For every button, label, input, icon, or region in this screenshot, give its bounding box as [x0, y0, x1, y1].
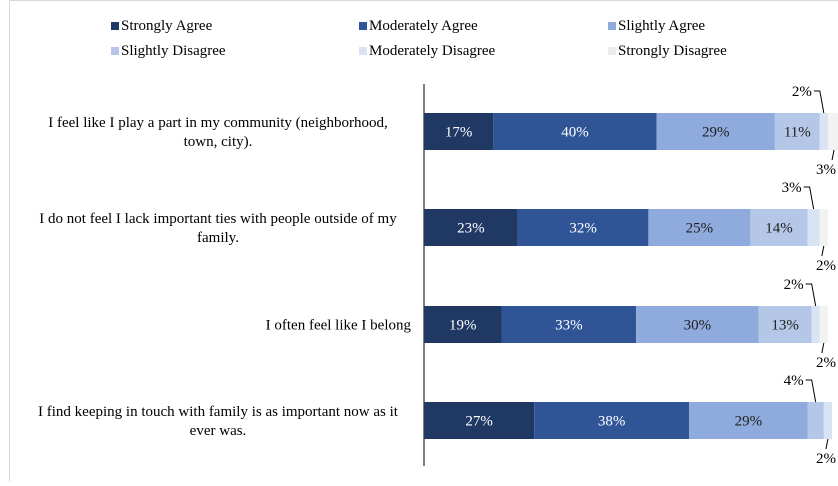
leader-line-moderately-disagree-1: [813, 90, 825, 114]
bar-slightly-agree-3: [636, 306, 759, 343]
category-label-4-line-2: ever was.: [190, 423, 247, 439]
bar-strongly-disagree-2: [819, 209, 828, 246]
bar-moderately-agree-4: [534, 402, 690, 439]
bar-slightly-disagree-4: [807, 402, 824, 439]
legend-label-moderately-agree: Moderately Agree: [369, 18, 478, 34]
bar-slightly-disagree-2: [750, 209, 808, 246]
legend-swatch-moderately-disagree: [359, 47, 367, 55]
bar-slightly-agree-1: [656, 113, 775, 150]
data-label-slightly-agree-4: 29%: [735, 414, 763, 430]
data-label-moderately-disagree-4: 2%: [816, 451, 836, 467]
category-label-4-line-1: I find keeping in touch with family is a…: [38, 404, 399, 420]
leader-line-moderately-disagree-4: [825, 438, 829, 450]
bar-moderately-disagree-3: [811, 306, 820, 343]
data-label-moderately-agree-4: 38%: [598, 414, 626, 430]
category-label-2-line-1: I do not feel I lack important ties with…: [39, 211, 397, 227]
data-label-moderately-disagree-3: 2%: [784, 277, 804, 293]
bar-slightly-disagree-1: [774, 113, 820, 150]
legend-swatch-strongly-agree: [111, 22, 119, 30]
bar-strongly-disagree-3: [819, 306, 828, 343]
bar-moderately-disagree-4: [823, 402, 832, 439]
data-label-moderately-disagree-1: 2%: [792, 84, 812, 100]
category-labels: I feel like I play a part in my communit…: [38, 115, 411, 439]
legend-label-strongly-agree: Strongly Agree: [121, 18, 213, 34]
legend: Strongly Agree Moderately Agree Slightly A…: [111, 18, 727, 59]
bar-moderately-agree-1: [493, 113, 657, 150]
legend-label-strongly-disagree: Strongly Disagree: [618, 43, 727, 59]
bar-slightly-disagree-3: [758, 306, 812, 343]
data-label-slightly-disagree-3: 13%: [771, 318, 799, 334]
bar-slightly-agree-2: [648, 209, 751, 246]
bar-moderately-agree-3: [501, 306, 637, 343]
legend-label-moderately-disagree: Moderately Disagree: [369, 43, 496, 59]
data-label-strongly-agree-3: 19%: [449, 318, 477, 334]
leader-line-strongly-disagree-1: [831, 149, 835, 161]
data-label-moderately-disagree-2: 3%: [782, 180, 802, 196]
data-label-strongly-agree-4: 27%: [465, 414, 493, 430]
bars: [424, 113, 838, 439]
data-label-strongly-disagree-1: 3%: [816, 162, 836, 178]
data-label-strongly-disagree-3: 2%: [816, 355, 836, 371]
data-label-slightly-disagree-2: 14%: [765, 221, 793, 237]
data-label-strongly-disagree-2: 2%: [816, 258, 836, 274]
legend-label-slightly-agree: Slightly Agree: [618, 18, 705, 34]
data-label-moderately-agree-3: 33%: [555, 318, 583, 334]
category-label-3-line-1: I often feel like I belong: [266, 318, 412, 334]
bar-strongly-disagree-1: [827, 113, 838, 150]
data-label-slightly-disagree-4: 4%: [784, 373, 804, 389]
bar-strongly-agree-3: [424, 306, 502, 343]
legend-swatch-moderately-agree: [359, 22, 367, 30]
bar-strongly-agree-4: [424, 402, 535, 439]
data-labels: 17% 40% 29% 11% 2% 3% 23% 32% 25% 14% 3% 2% 19% 33% 30…: [445, 84, 836, 467]
legend-swatch-slightly-agree: [608, 22, 616, 30]
legend-label-slightly-disagree: Slightly Disagree: [121, 43, 226, 59]
data-label-strongly-agree-2: 23%: [457, 221, 485, 237]
data-label-moderately-agree-1: 40%: [561, 125, 589, 141]
legend-swatch-slightly-disagree: [111, 47, 119, 55]
bar-moderately-disagree-2: [807, 209, 820, 246]
leader-line-moderately-disagree-2: [803, 186, 815, 210]
leader-line-moderately-disagree-3: [805, 283, 817, 307]
bar-moderately-disagree-1: [819, 113, 828, 150]
leader-line-strongly-disagree-3: [821, 342, 825, 354]
data-label-slightly-agree-2: 25%: [686, 221, 714, 237]
bar-slightly-agree-4: [689, 402, 808, 439]
data-label-moderately-agree-2: 32%: [569, 221, 597, 237]
data-label-slightly-agree-1: 29%: [702, 125, 730, 141]
leader-line-slightly-disagree-4: [805, 379, 817, 403]
bar-strongly-agree-1: [424, 113, 494, 150]
data-label-slightly-agree-3: 30%: [684, 318, 712, 334]
category-label-1-line-2: town, city).: [184, 134, 253, 150]
data-label-strongly-agree-1: 17%: [445, 125, 473, 141]
category-label-2-line-2: family.: [197, 230, 239, 246]
bar-moderately-agree-2: [517, 209, 649, 246]
legend-swatch-strongly-disagree: [608, 47, 616, 55]
category-label-1-line-1: I feel like I play a part in my communit…: [48, 115, 388, 131]
data-label-slightly-disagree-1: 11%: [784, 125, 811, 141]
leader-line-strongly-disagree-2: [821, 245, 825, 257]
bar-strongly-agree-2: [424, 209, 518, 246]
